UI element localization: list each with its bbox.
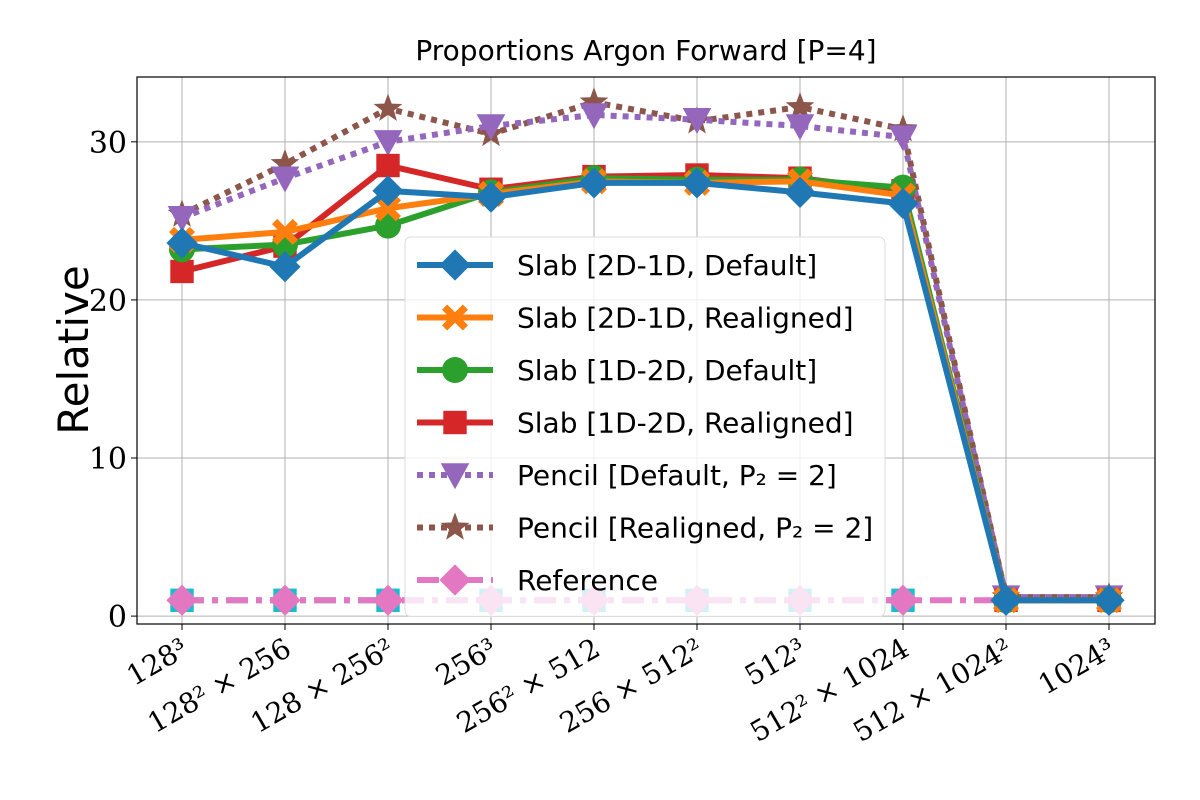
y-tick-label: 10 [89, 442, 127, 477]
legend-label: Slab [1D-2D, Realigned] [517, 407, 854, 440]
marker [682, 107, 712, 134]
marker [372, 584, 404, 616]
marker [476, 114, 506, 141]
marker [887, 187, 919, 220]
marker [1093, 584, 1125, 616]
series-line [180, 111, 1109, 601]
marker [681, 167, 713, 199]
x-tick-label: 1024³ [1033, 631, 1121, 701]
marker [785, 114, 815, 141]
marker [887, 584, 919, 616]
chart-title: Proportions Argon Forward [P=4] [415, 34, 876, 67]
marker [372, 175, 404, 207]
y-tick-label: 20 [89, 284, 127, 319]
marker [443, 410, 467, 435]
legend-box [404, 236, 886, 617]
y-tick-label: 30 [89, 126, 127, 161]
marker [375, 195, 401, 222]
y-tick-label: 0 [108, 600, 127, 635]
marker [439, 249, 471, 281]
legend-label: Reference [517, 564, 658, 597]
marker [166, 227, 198, 259]
marker [440, 463, 470, 490]
marker [269, 584, 301, 616]
marker [167, 206, 197, 233]
x-tick-label: 128³ [121, 631, 194, 692]
legend-label: Slab [1D-2D, Default] [517, 354, 817, 387]
marker [579, 87, 609, 115]
x-tick-label: 256³ [430, 631, 503, 692]
marker [578, 167, 610, 199]
marker [373, 93, 403, 121]
marker [442, 357, 468, 383]
y-axis-label: Relative [49, 265, 98, 434]
x-tick-label: 512³ [739, 631, 812, 692]
marker [442, 304, 468, 331]
marker [270, 166, 300, 193]
marker [990, 584, 1022, 616]
legend-label: Slab [2D-1D, Realigned] [517, 302, 854, 335]
marker [579, 103, 609, 130]
marker [170, 259, 194, 284]
marker [440, 512, 470, 540]
marker [269, 251, 301, 283]
marker [166, 584, 198, 616]
marker [439, 564, 471, 596]
legend-label: Slab [2D-1D, Default] [517, 249, 817, 282]
marker [785, 91, 815, 120]
marker [373, 130, 403, 157]
marker [270, 148, 300, 177]
marker [888, 125, 918, 152]
legend-label: Pencil [Default, P₂ = 2] [517, 459, 837, 492]
marker [272, 218, 298, 245]
marker [475, 181, 507, 213]
marker [376, 153, 400, 178]
plot-frame [136, 76, 1156, 625]
legend-label: Pencil [Realigned, P₂ = 2] [517, 512, 873, 545]
series-line [181, 179, 1109, 604]
series-line [180, 99, 1109, 601]
marker [784, 176, 816, 209]
